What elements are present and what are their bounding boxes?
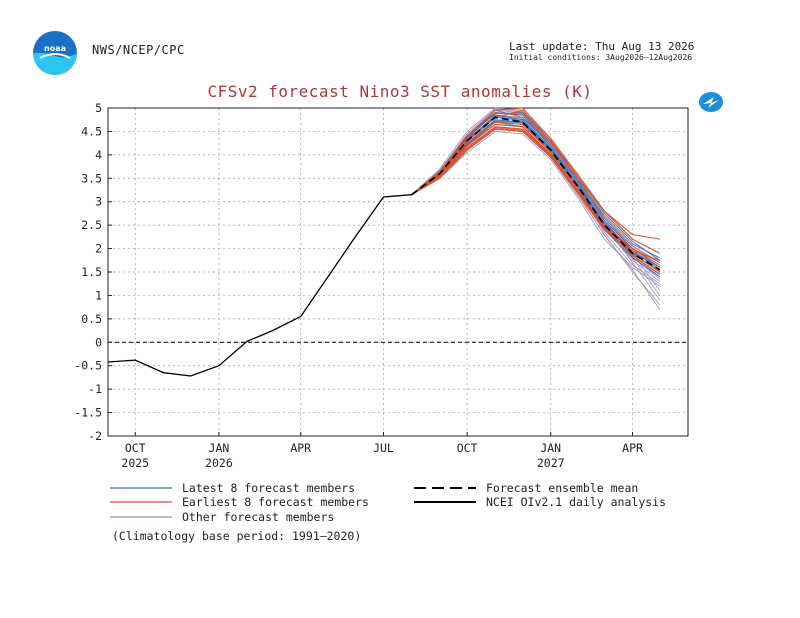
- members-earliest-line: [411, 112, 661, 264]
- y-tick-label: -0.5: [74, 359, 102, 373]
- y-tick-label: -1: [88, 382, 102, 396]
- x-tick-label: APR: [622, 441, 643, 455]
- members-other-line: [411, 126, 661, 310]
- legend-label: Earliest 8 forecast members: [182, 495, 369, 509]
- chart-grid: [108, 108, 688, 436]
- initial-conditions-text: Initial conditions: 3Aug2026–12Aug2026: [509, 53, 693, 62]
- legend-label: Forecast ensemble mean: [486, 481, 638, 495]
- x-tick-label: APR: [290, 441, 311, 455]
- x-tick-year-label: 2025: [121, 456, 149, 470]
- y-tick-label: -1.5: [74, 406, 102, 420]
- x-tick-label: JAN: [540, 441, 561, 455]
- x-tick-label: JUL: [373, 441, 394, 455]
- members-other-line: [411, 128, 661, 306]
- y-tick-label: 2: [95, 242, 102, 256]
- members-earliest-line: [411, 126, 661, 268]
- x-tick-label: OCT: [125, 441, 146, 455]
- legend-label: NCEI OIv2.1 daily analysis: [486, 495, 666, 509]
- x-tick-label: OCT: [457, 441, 478, 455]
- y-tick-label: 4: [95, 148, 102, 162]
- legend-label: Other forecast members: [182, 510, 334, 524]
- members-earliest-line: [411, 128, 661, 273]
- observed-series: [107, 194, 412, 377]
- noaa-logo-icon: noaa: [33, 31, 77, 75]
- y-tick-label: 0.5: [81, 312, 102, 326]
- members-earliest-line: [411, 123, 660, 261]
- y-tick-label: -2: [88, 429, 102, 443]
- observed-line: [107, 194, 412, 377]
- agency-label: NWS/NCEP/CPC: [92, 43, 185, 57]
- svg-text:noaa: noaa: [44, 44, 66, 53]
- legend-label: Latest 8 forecast members: [182, 481, 355, 495]
- last-update-text: Last update: Thu Aug 13 2026: [509, 40, 695, 53]
- climatology-footnote: (Climatology base period: 1991–2020): [112, 529, 362, 543]
- y-tick-label: 3.5: [81, 171, 102, 185]
- members-earliest-line: [411, 107, 661, 254]
- members-earliest-line: [411, 127, 661, 272]
- chart-title: CFSv2 forecast Nino3 SST anomalies (K): [207, 82, 593, 101]
- x-tick-year-label: 2027: [537, 456, 565, 470]
- y-tick-label: 3: [95, 195, 102, 209]
- y-axis-ticks: -2 -1.5 -1 -0.5 0 0.5 1 1.5 2 2.5 3 3.5 4 4.5 5: [74, 101, 112, 443]
- members-earliest-line: [411, 121, 661, 275]
- x-tick-label: JAN: [209, 441, 230, 455]
- y-tick-label: 4.5: [81, 124, 102, 138]
- ensemble-mean-line: [411, 116, 661, 271]
- y-tick-label: 1.5: [81, 265, 102, 279]
- x-tick-year-label: 2026: [205, 456, 233, 470]
- y-tick-label: 1: [95, 288, 102, 302]
- ensemble-mean-series: [411, 116, 661, 271]
- y-tick-label: 2.5: [81, 218, 102, 232]
- y-tick-label: 5: [95, 101, 102, 115]
- nws-logo-icon: [699, 92, 723, 112]
- y-tick-label: 0: [95, 335, 102, 349]
- forecast-members: [411, 107, 661, 310]
- members-other-line: [411, 123, 661, 285]
